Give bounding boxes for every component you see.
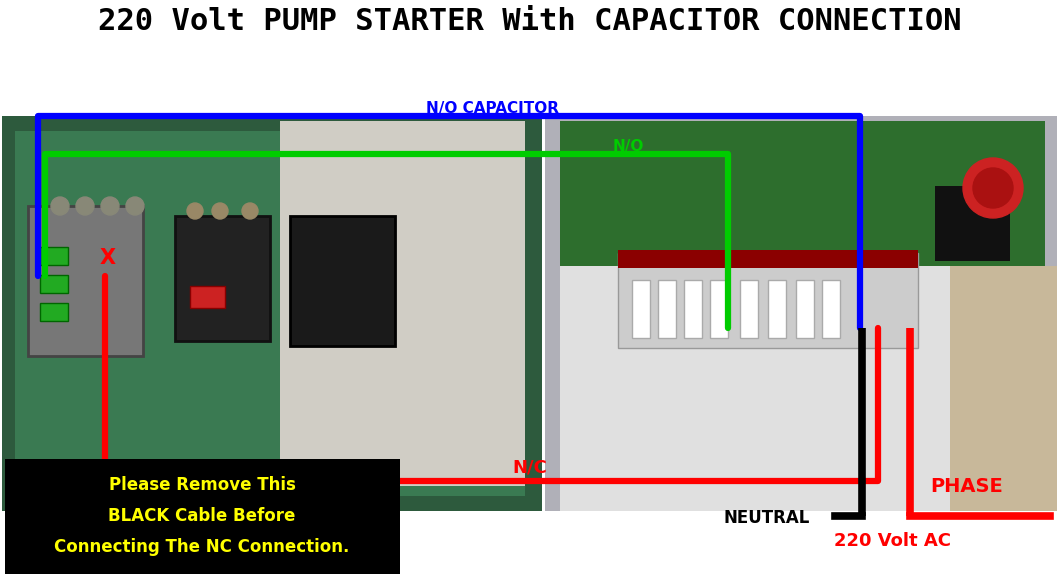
Bar — [618, 253, 918, 348]
Bar — [822, 280, 840, 338]
Bar — [658, 280, 676, 338]
Circle shape — [51, 197, 69, 215]
Circle shape — [126, 197, 144, 215]
Bar — [560, 266, 950, 511]
Circle shape — [76, 197, 94, 215]
Circle shape — [963, 158, 1023, 218]
Bar — [560, 121, 1045, 266]
Bar — [15, 131, 525, 496]
Bar — [618, 250, 918, 268]
Bar — [28, 206, 143, 356]
Text: N/O CAPACITOR: N/O CAPACITOR — [426, 101, 558, 116]
Text: 220 Volt PUMP STARTER With CAPACITOR CONNECTION: 220 Volt PUMP STARTER With CAPACITOR CON… — [97, 7, 962, 36]
Bar — [190, 286, 225, 308]
Bar — [740, 280, 758, 338]
Text: X: X — [100, 248, 116, 268]
Circle shape — [187, 203, 203, 219]
Text: N/C: N/C — [513, 459, 548, 477]
Bar — [40, 247, 68, 265]
Bar — [545, 116, 1057, 511]
Bar — [768, 280, 786, 338]
Bar — [935, 186, 1010, 261]
Bar — [2, 116, 542, 511]
Bar — [40, 275, 68, 293]
Bar — [710, 280, 728, 338]
Circle shape — [212, 203, 228, 219]
Text: N/O: N/O — [612, 138, 644, 153]
Text: NEUTRAL: NEUTRAL — [723, 509, 810, 527]
Bar — [175, 216, 270, 341]
Bar — [5, 459, 400, 574]
Bar — [632, 280, 650, 338]
Bar — [684, 280, 702, 338]
Circle shape — [101, 197, 119, 215]
Bar — [40, 303, 68, 321]
Text: PHASE: PHASE — [931, 476, 1003, 495]
Bar — [796, 280, 814, 338]
Bar — [950, 266, 1057, 511]
Text: 220 Volt AC: 220 Volt AC — [834, 532, 951, 550]
Bar — [280, 121, 525, 486]
Bar — [290, 216, 395, 346]
Text: Please Remove This
BLACK Cable Before
Connecting The NC Connection.: Please Remove This BLACK Cable Before Co… — [54, 476, 349, 556]
Circle shape — [243, 203, 258, 219]
Circle shape — [973, 168, 1013, 208]
